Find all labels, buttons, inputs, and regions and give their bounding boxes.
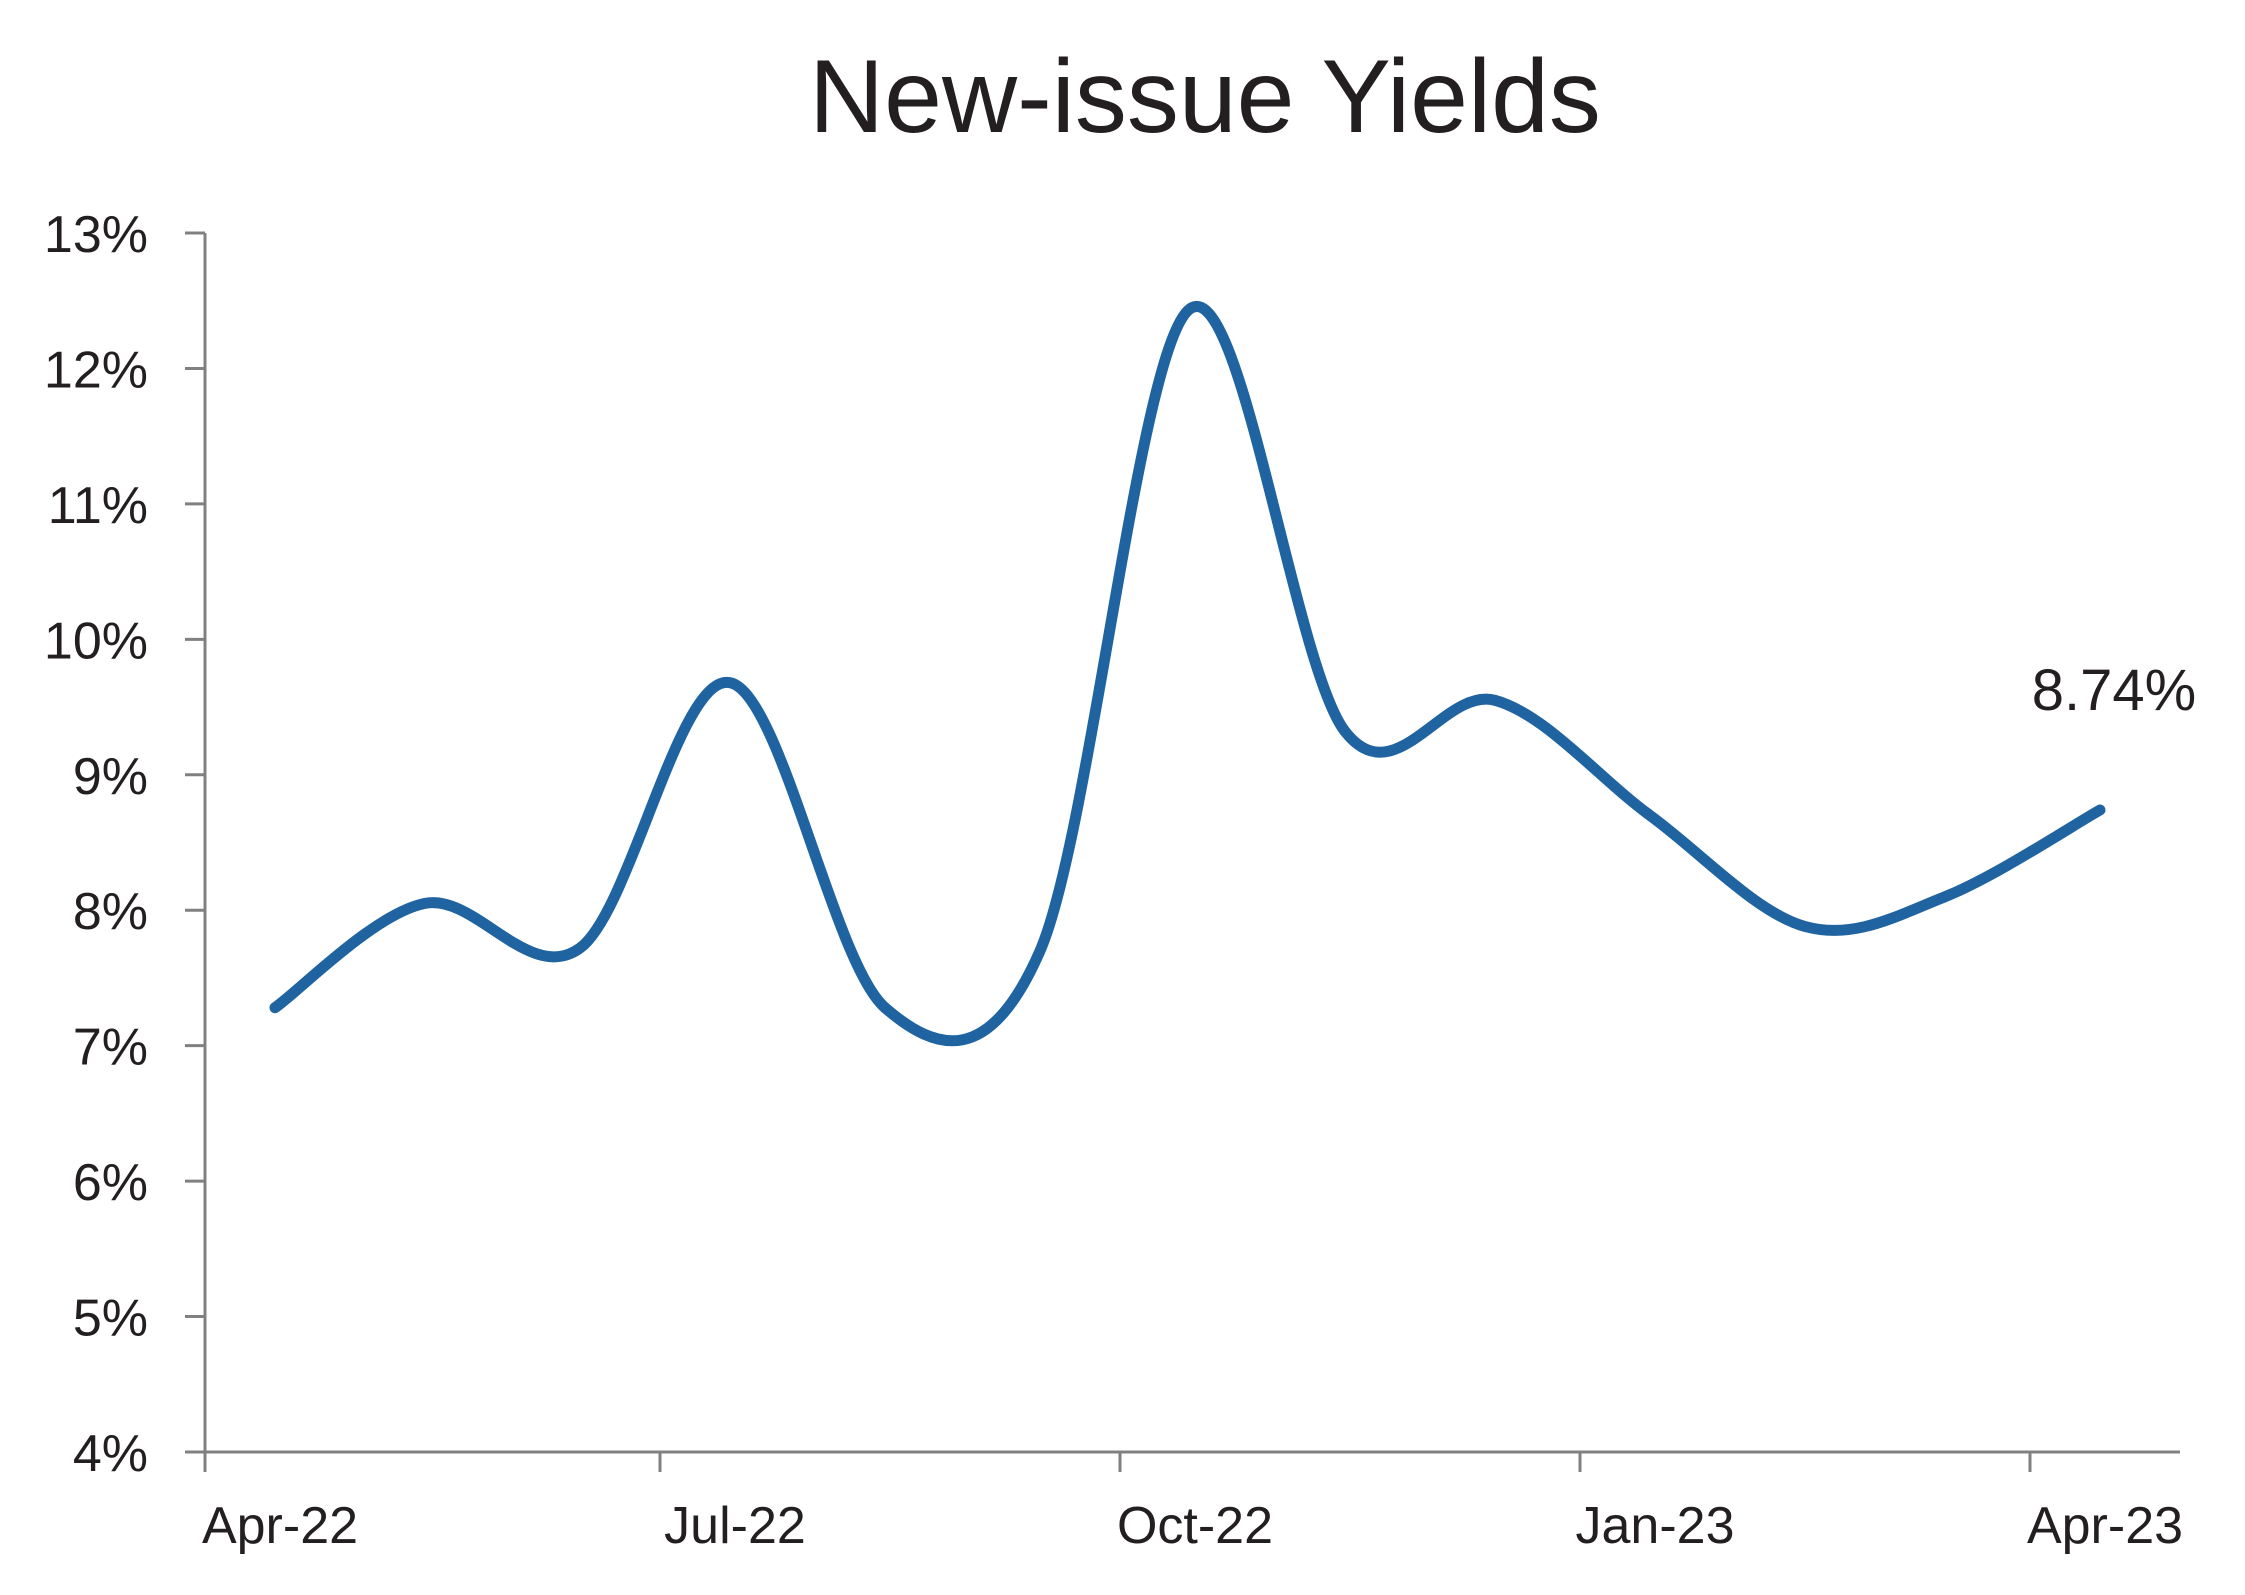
y-tick-label: 7% bbox=[73, 1019, 148, 1077]
y-tick-label: 6% bbox=[73, 1154, 148, 1212]
x-tick-label: Jan-23 bbox=[1576, 1497, 1735, 1555]
data-label-last-value: 8.74% bbox=[2032, 658, 2196, 723]
axes bbox=[203, 233, 2180, 1454]
x-tick-label: Apr-23 bbox=[2027, 1497, 2183, 1555]
series-line bbox=[269, 301, 2106, 1047]
y-tick-label: 12% bbox=[44, 341, 148, 399]
chart-title: New-issue Yields bbox=[809, 39, 1601, 155]
y-tick-label: 11% bbox=[48, 477, 148, 535]
y-tick-label: 9% bbox=[73, 748, 148, 806]
x-tick-label: Jul-22 bbox=[664, 1497, 806, 1555]
y-tick-label: 10% bbox=[44, 612, 148, 670]
series-group bbox=[269, 301, 2106, 1047]
y-tick-label: 8% bbox=[73, 883, 148, 941]
y-axis-ticks: 4% 5% 6% 7% 8% 9% 10% 11% 12% 13% bbox=[44, 206, 205, 1483]
y-tick-label: 13% bbox=[44, 206, 148, 264]
x-axis-ticks: Apr-22 Jul-22 Oct-22 Jan-23 Apr-23 bbox=[202, 1452, 2183, 1555]
x-tick-label: Apr-22 bbox=[202, 1497, 358, 1555]
x-tick-label: Oct-22 bbox=[1117, 1497, 1273, 1555]
annotations: 8.74% bbox=[2032, 658, 2196, 723]
y-tick-label: 5% bbox=[73, 1290, 148, 1348]
y-tick-label: 4% bbox=[73, 1425, 148, 1483]
